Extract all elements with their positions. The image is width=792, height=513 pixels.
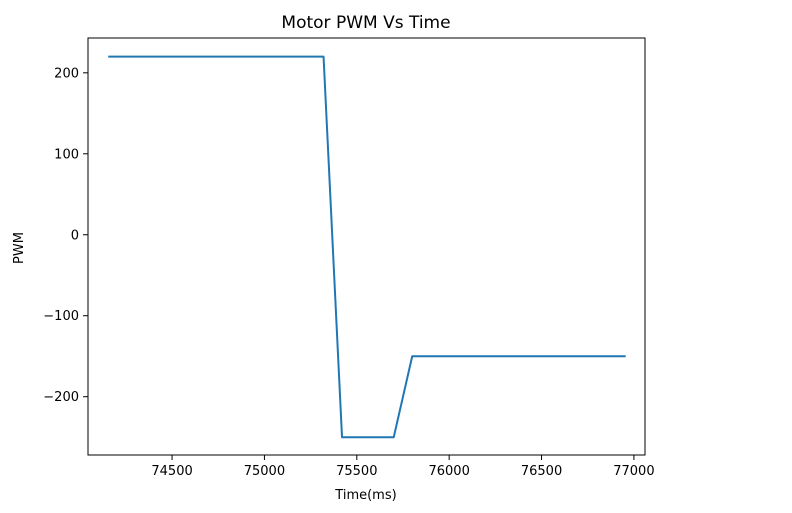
y-axis-label: PWM <box>12 232 27 264</box>
chart-title: Motor PWM Vs Time <box>281 13 450 33</box>
x-tick-label: 75500 <box>336 464 377 479</box>
y-tick-label: −200 <box>43 390 79 405</box>
y-tick-label: 0 <box>71 228 79 243</box>
x-tick-label: 76500 <box>521 464 562 479</box>
x-tick-label: 74500 <box>151 464 192 479</box>
plot-area: 74500 75000 75500 76000 76500 77000 200 100 0 −10… <box>43 37 655 479</box>
y-tick-label: −100 <box>43 309 79 324</box>
y-tick-label: 200 <box>54 66 79 81</box>
y-tick-label: 100 <box>54 147 79 162</box>
series-line-0 <box>108 55 626 439</box>
x-tick-label: 77000 <box>613 464 654 479</box>
x-axis-label: Time(ms) <box>334 488 396 503</box>
axes-frame <box>87 37 646 456</box>
x-tick-label: 75000 <box>244 464 285 479</box>
x-tick-label: 76000 <box>428 464 469 479</box>
